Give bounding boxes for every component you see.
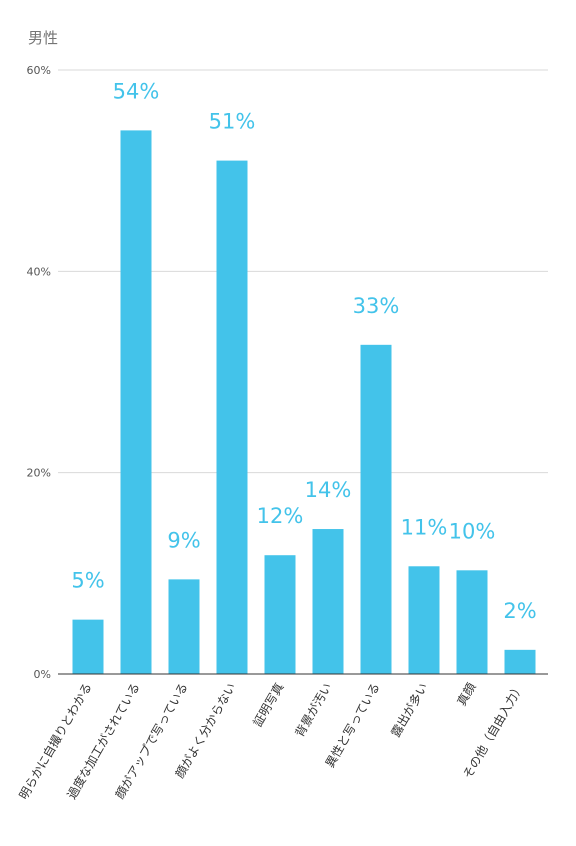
x-tick-label: 背景が汚い [292, 680, 335, 739]
x-tick-label: 真顔 [454, 680, 479, 708]
x-tick-label: 証明写真 [250, 681, 286, 730]
data-label: 12% [257, 504, 304, 528]
bar [312, 529, 344, 674]
y-tick-label: 40% [27, 265, 51, 278]
y-axis-ticks: 0% 20% 40% 60% [27, 64, 51, 681]
data-label: 33% [353, 294, 400, 318]
data-label: 51% [209, 110, 256, 134]
y-tick-label: 20% [27, 467, 51, 480]
y-tick-label: 60% [27, 64, 51, 77]
bar [216, 160, 248, 675]
data-label: 5% [71, 569, 104, 593]
x-tick-label: 異性と写っている [323, 681, 383, 771]
data-label: 54% [113, 79, 160, 103]
data-label: 11% [401, 515, 448, 539]
bar [264, 555, 296, 674]
bar [408, 566, 440, 674]
bar [120, 130, 152, 674]
bar [168, 579, 200, 674]
data-label: 9% [167, 528, 200, 552]
bar [504, 649, 536, 674]
data-labels: 5% 54% 9% 51% 12%14% 33% 11% 10% 2% [71, 79, 536, 622]
bars [72, 130, 536, 675]
x-axis-labels: 明らかに自撮りとわかる過度な加工がされている顔がアップで写っている顔がよく分から… [16, 680, 526, 802]
bar [360, 344, 392, 674]
chart-title: 男性 [28, 29, 58, 47]
data-label: 14% [305, 478, 352, 502]
y-tick-label: 0% [34, 668, 51, 681]
bar [456, 570, 488, 674]
data-label: 2% [503, 599, 536, 623]
data-label: 10% [449, 519, 496, 543]
x-tick-label: 露出が多い [388, 680, 431, 739]
bar [72, 619, 104, 674]
